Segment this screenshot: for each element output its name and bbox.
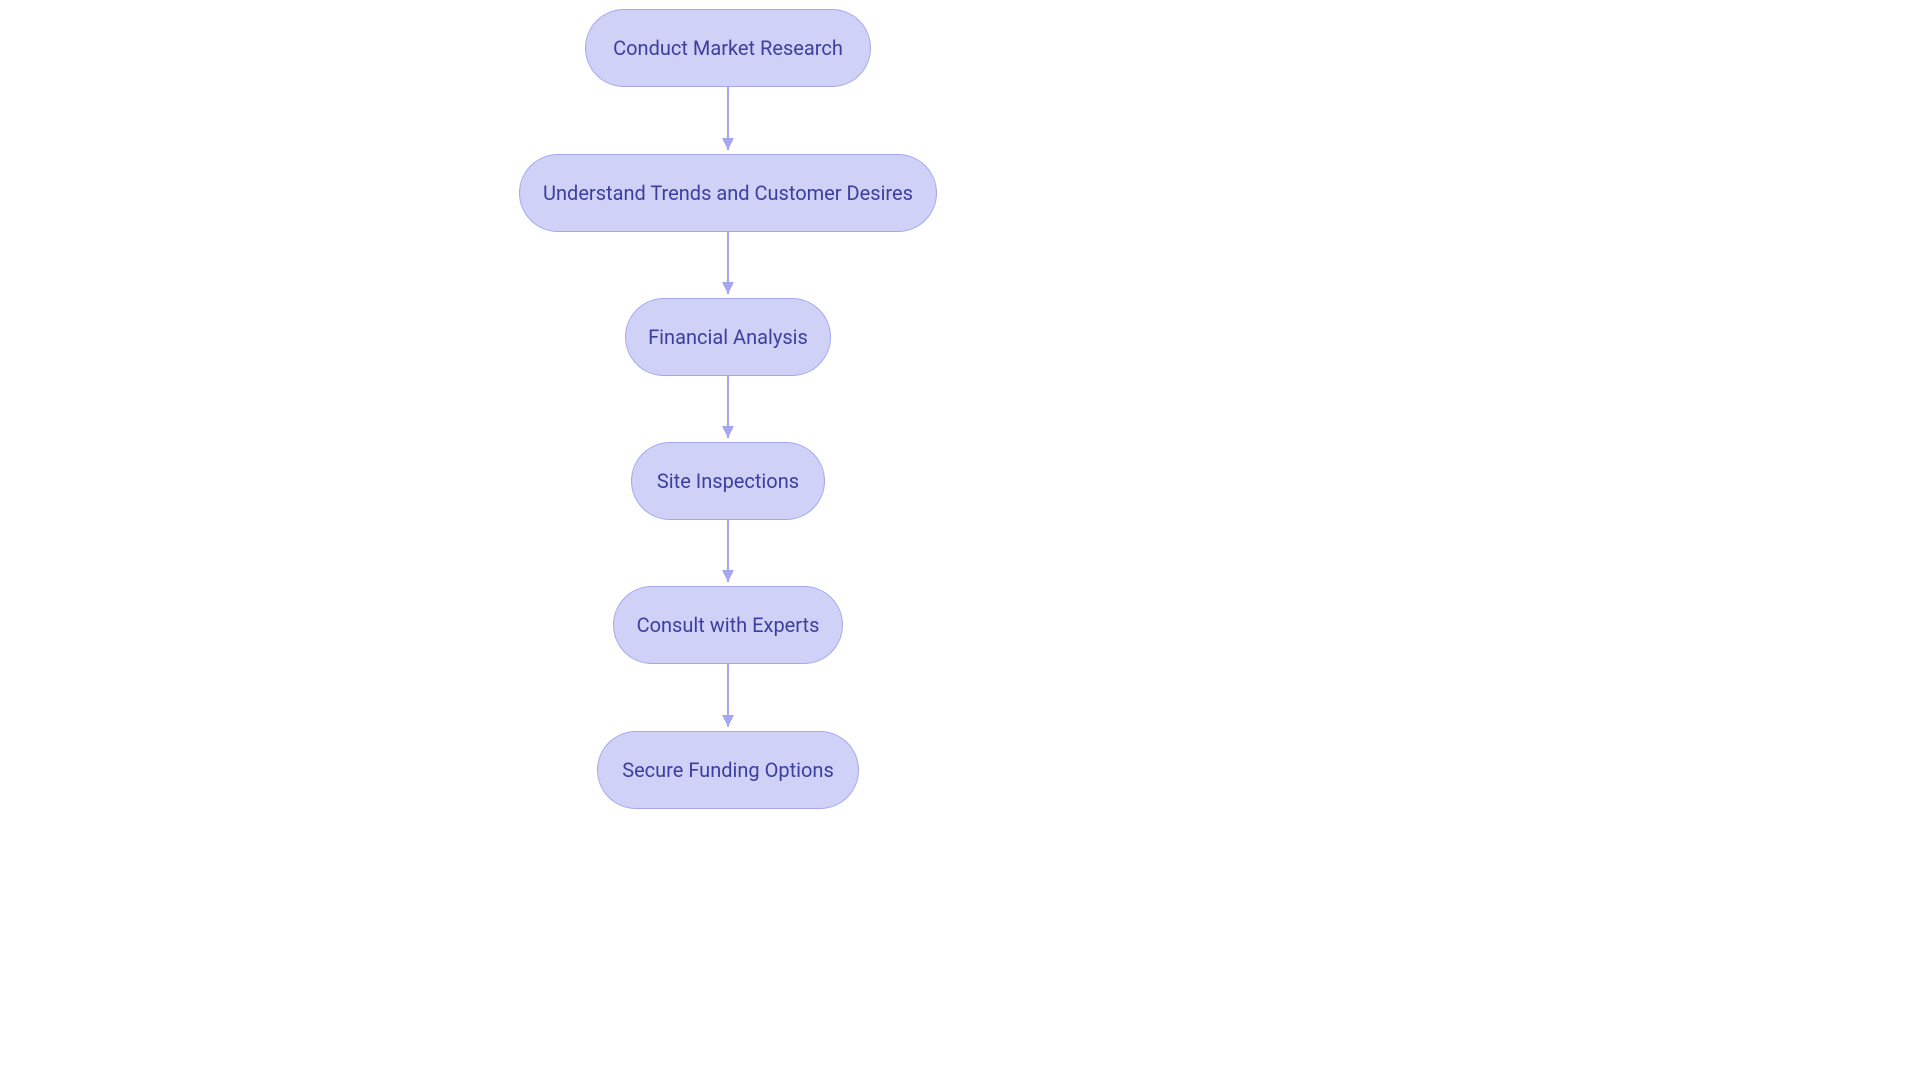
flowchart-node-label: Financial Analysis: [648, 325, 808, 349]
flowchart-node-label: Understand Trends and Customer Desires: [543, 181, 913, 205]
flowchart-node-label: Site Inspections: [657, 469, 799, 493]
flowchart-node-label: Consult with Experts: [637, 613, 820, 637]
flowchart-node: Conduct Market Research: [585, 9, 871, 87]
flowchart-node: Consult with Experts: [613, 586, 843, 664]
flowchart-edges: [0, 0, 1920, 1080]
flowchart-node: Understand Trends and Customer Desires: [519, 154, 937, 232]
flowchart-canvas: Conduct Market Research Understand Trends…: [0, 0, 1920, 1080]
flowchart-node: Site Inspections: [631, 442, 825, 520]
flowchart-node-label: Secure Funding Options: [622, 758, 834, 782]
flowchart-node-label: Conduct Market Research: [613, 36, 843, 60]
flowchart-node: Secure Funding Options: [597, 731, 859, 809]
flowchart-node: Financial Analysis: [625, 298, 831, 376]
